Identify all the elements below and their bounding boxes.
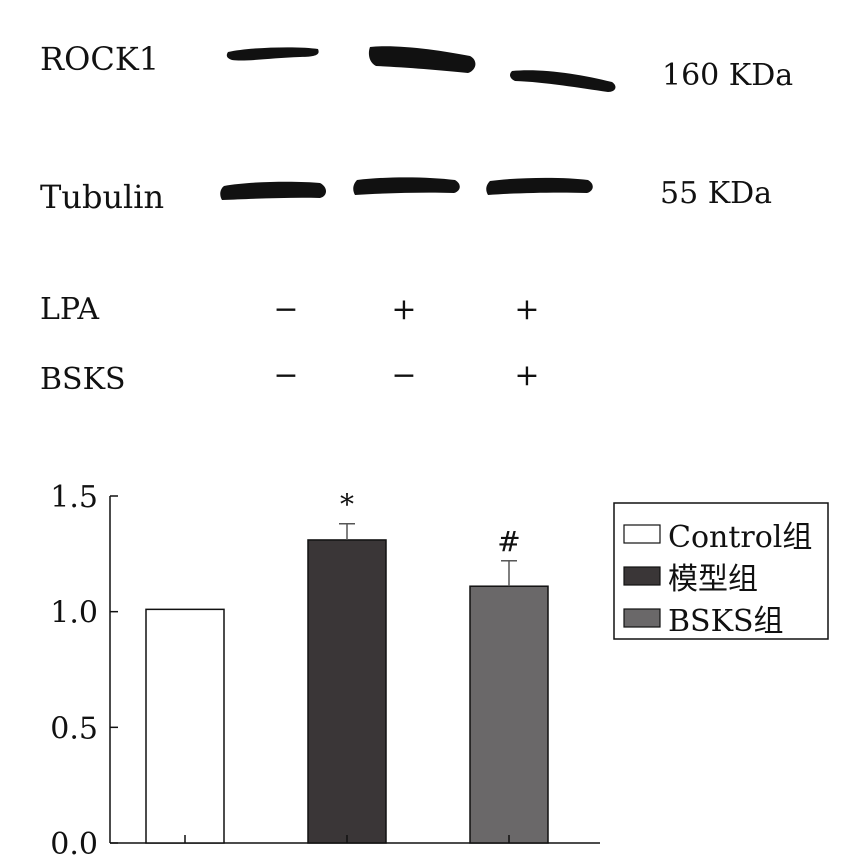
rock1-band-lane2	[368, 46, 476, 73]
y-tick-label: 1.0	[50, 596, 98, 631]
lpa-sign-lane1: −	[273, 292, 299, 327]
lpa-label: LPA	[40, 292, 100, 327]
bsks-sign-lane2: −	[391, 358, 417, 393]
legend-swatch-1	[623, 524, 661, 544]
significance-marker-3: #	[497, 525, 520, 558]
tubulin-band-lane1	[220, 181, 326, 200]
rock1-band-lane1	[226, 47, 319, 61]
y-tick-label: 1.5	[50, 480, 98, 515]
bsks-sign-lane3: +	[514, 358, 540, 393]
rock1-band-lane3	[510, 70, 616, 92]
bar-1	[145, 608, 225, 844]
y-tick-label: 0.5	[50, 711, 98, 746]
bar-3	[469, 585, 549, 844]
bsks-label: BSKS	[40, 362, 126, 397]
legend-label-1: Control组	[668, 520, 812, 555]
tubulin-band-lane2	[353, 177, 460, 195]
legend-swatch-3	[623, 608, 661, 628]
y-tick-label: 0.0	[50, 827, 98, 862]
lpa-sign-lane3: +	[514, 292, 540, 327]
tubulin-label: Tubulin	[40, 178, 165, 216]
blot-bands	[220, 46, 616, 200]
bsks-sign-lane1: −	[273, 358, 299, 393]
tubulin-mw-label: 55 KDa	[660, 176, 773, 211]
tubulin-band-lane3	[486, 177, 593, 195]
bar-2	[307, 539, 387, 844]
rock1-label: ROCK1	[40, 40, 160, 78]
significance-marker-2: *	[340, 488, 354, 521]
legend-swatch-2	[623, 566, 661, 586]
legend-label-2: 模型组	[668, 562, 758, 597]
lpa-sign-lane2: +	[391, 292, 417, 327]
legend-label-3: BSKS组	[668, 604, 784, 639]
rock1-mw-label: 160 KDa	[662, 58, 794, 93]
